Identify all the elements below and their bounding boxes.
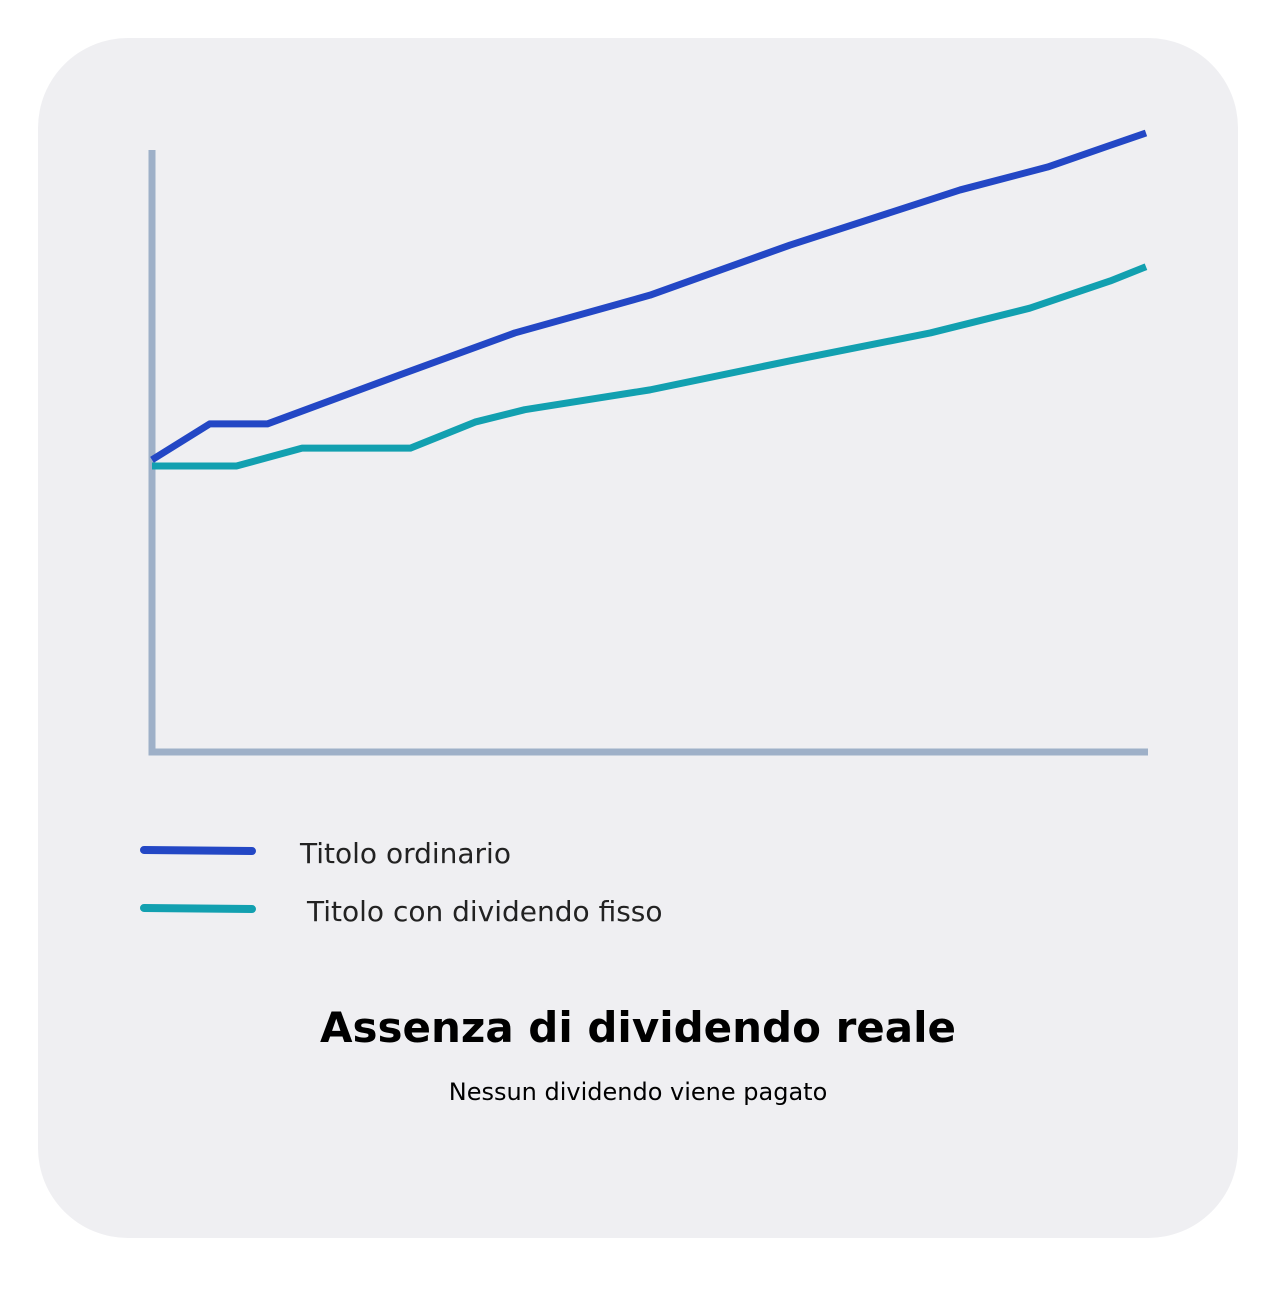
card bbox=[38, 38, 1238, 1238]
chart-subtitle: Nessun dividendo viene pagato bbox=[449, 1078, 828, 1106]
legend-label: Titolo con dividendo fisso bbox=[306, 895, 663, 928]
chart-title: Assenza di dividendo reale bbox=[320, 1003, 956, 1052]
legend-swatch bbox=[140, 904, 256, 913]
legend-swatch bbox=[140, 846, 256, 855]
line bbox=[152, 263, 1148, 470]
line bbox=[150, 129, 1148, 463]
axes bbox=[148, 150, 1148, 756]
legend-label: Titolo ordinario bbox=[299, 837, 511, 870]
